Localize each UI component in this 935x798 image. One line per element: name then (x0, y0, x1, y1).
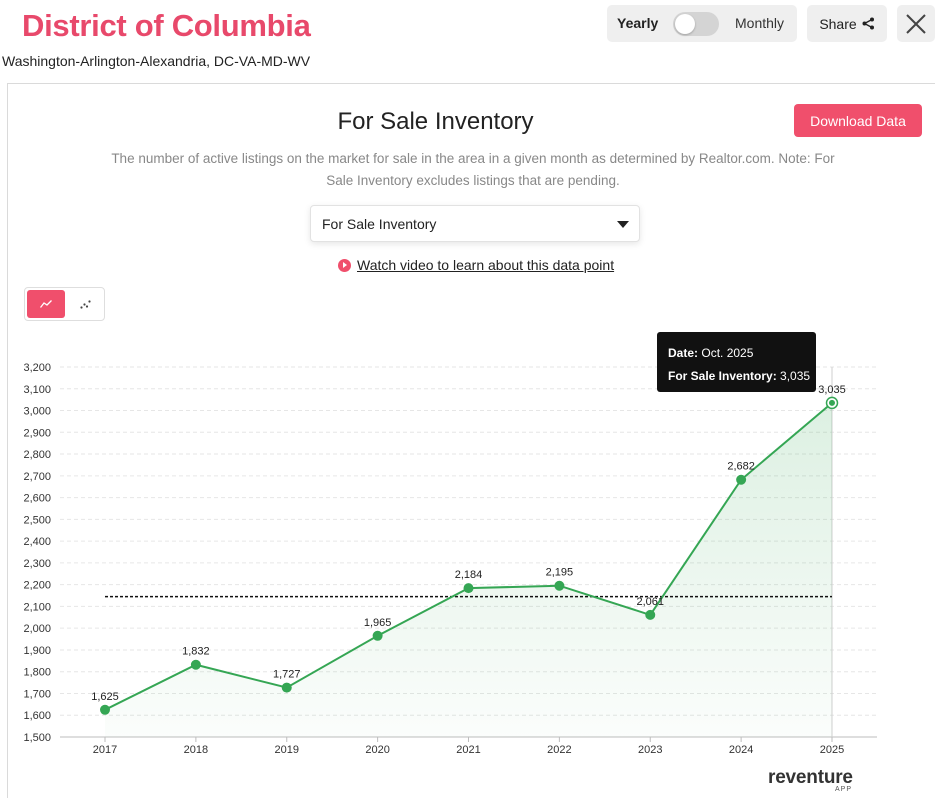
frequency-toggle-switch[interactable] (673, 12, 719, 36)
y-tick-label: 2,800 (23, 449, 51, 461)
data-point (554, 580, 565, 591)
chart-heading: For Sale Inventory (337, 108, 534, 135)
tooltip-date-label: Date: (668, 346, 699, 360)
data-point (463, 583, 474, 594)
share-icon (862, 17, 874, 30)
brand-logo-sub: APP (834, 786, 852, 793)
watch-video-label: Watch video to learn about this data poi… (357, 257, 615, 273)
x-tick-label: 2021 (456, 744, 480, 756)
y-tick-label: 3,100 (23, 384, 51, 396)
data-point (736, 474, 747, 485)
frequency-toggle-group: Yearly Monthly (607, 5, 797, 42)
data-label: 2,061 (636, 596, 664, 608)
line-chart-button[interactable] (27, 290, 65, 318)
y-tick-label: 2,500 (23, 514, 51, 526)
x-tick-label: 2018 (184, 744, 208, 756)
data-label: 2,682 (727, 461, 755, 473)
y-tick-label: 2,900 (23, 427, 51, 439)
y-tick-label: 3,200 (23, 362, 51, 374)
scatter-chart-icon (79, 299, 91, 309)
y-tick-label: 2,200 (23, 580, 51, 592)
metric-select-value: For Sale Inventory (322, 216, 437, 232)
data-label: 3,035 (818, 384, 846, 396)
close-button[interactable] (897, 5, 935, 42)
data-label: 1,965 (364, 617, 392, 629)
data-label: 1,727 (273, 669, 301, 681)
chart-tooltip: Date: Oct. 2025 For Sale Inventory: 3,03… (657, 332, 816, 392)
chart-type-group (24, 287, 105, 321)
toggle-yearly-label[interactable]: Yearly (617, 15, 659, 31)
caret-down-icon (617, 221, 629, 228)
tooltip-metric-label: For Sale Inventory: (668, 369, 777, 383)
share-label: Share (819, 15, 857, 32)
scatter-chart-button[interactable] (67, 290, 103, 318)
y-tick-label: 3,000 (23, 406, 51, 418)
tooltip-date-value: Oct. 2025 (701, 346, 754, 360)
data-label: 1,832 (182, 646, 210, 658)
toggle-monthly-label[interactable]: Monthly (735, 15, 785, 31)
y-tick-label: 1,500 (23, 732, 51, 744)
toggle-knob (675, 14, 695, 34)
y-tick-label: 2,600 (23, 493, 51, 505)
y-tick-label: 2,300 (23, 558, 51, 570)
metric-select[interactable]: For Sale Inventory (310, 205, 640, 242)
series-area (105, 402, 832, 737)
y-tick-label: 1,900 (23, 645, 51, 657)
y-tick-label: 2,700 (23, 471, 51, 483)
y-tick-label: 2,100 (23, 601, 51, 613)
chart-description: The number of active listings on the mar… (111, 151, 835, 188)
line-chart-icon (40, 300, 52, 308)
data-label: 2,184 (455, 569, 483, 581)
data-point (829, 399, 835, 406)
y-tick-label: 1,800 (23, 667, 51, 679)
tooltip-metric-value: 3,035 (780, 369, 811, 383)
brand-logo: reventure (768, 767, 853, 788)
y-tick-label: 1,600 (23, 710, 51, 722)
x-tick-label: 2019 (275, 744, 299, 756)
share-button[interactable]: Share (807, 5, 887, 42)
x-tick-label: 2020 (365, 744, 389, 756)
y-tick-label: 2,000 (23, 623, 51, 635)
data-point (281, 682, 292, 693)
close-icon (906, 13, 926, 34)
data-label: 1,625 (91, 691, 119, 703)
y-tick-label: 1,700 (23, 688, 51, 700)
chart-panel: For Sale Inventory Download Data The num… (7, 83, 935, 798)
watch-video-link[interactable]: Watch video to learn about this data poi… (338, 257, 614, 273)
metro-subtitle: Washington-Arlington-Alexandria, DC-VA-M… (2, 53, 311, 69)
data-label: 2,195 (546, 567, 574, 579)
data-point (645, 609, 656, 620)
x-tick-label: 2025 (820, 744, 844, 756)
data-point (372, 630, 383, 641)
x-tick-label: 2022 (547, 744, 571, 756)
download-data-button[interactable]: Download Data (794, 104, 922, 137)
x-tick-label: 2024 (729, 744, 753, 756)
x-tick-label: 2017 (93, 744, 117, 756)
x-tick-label: 2023 (638, 744, 662, 756)
data-point (190, 659, 201, 670)
page-title: District of Columbia (22, 8, 311, 43)
y-tick-label: 2,400 (23, 536, 51, 548)
data-point (100, 704, 110, 715)
play-icon (338, 258, 351, 272)
